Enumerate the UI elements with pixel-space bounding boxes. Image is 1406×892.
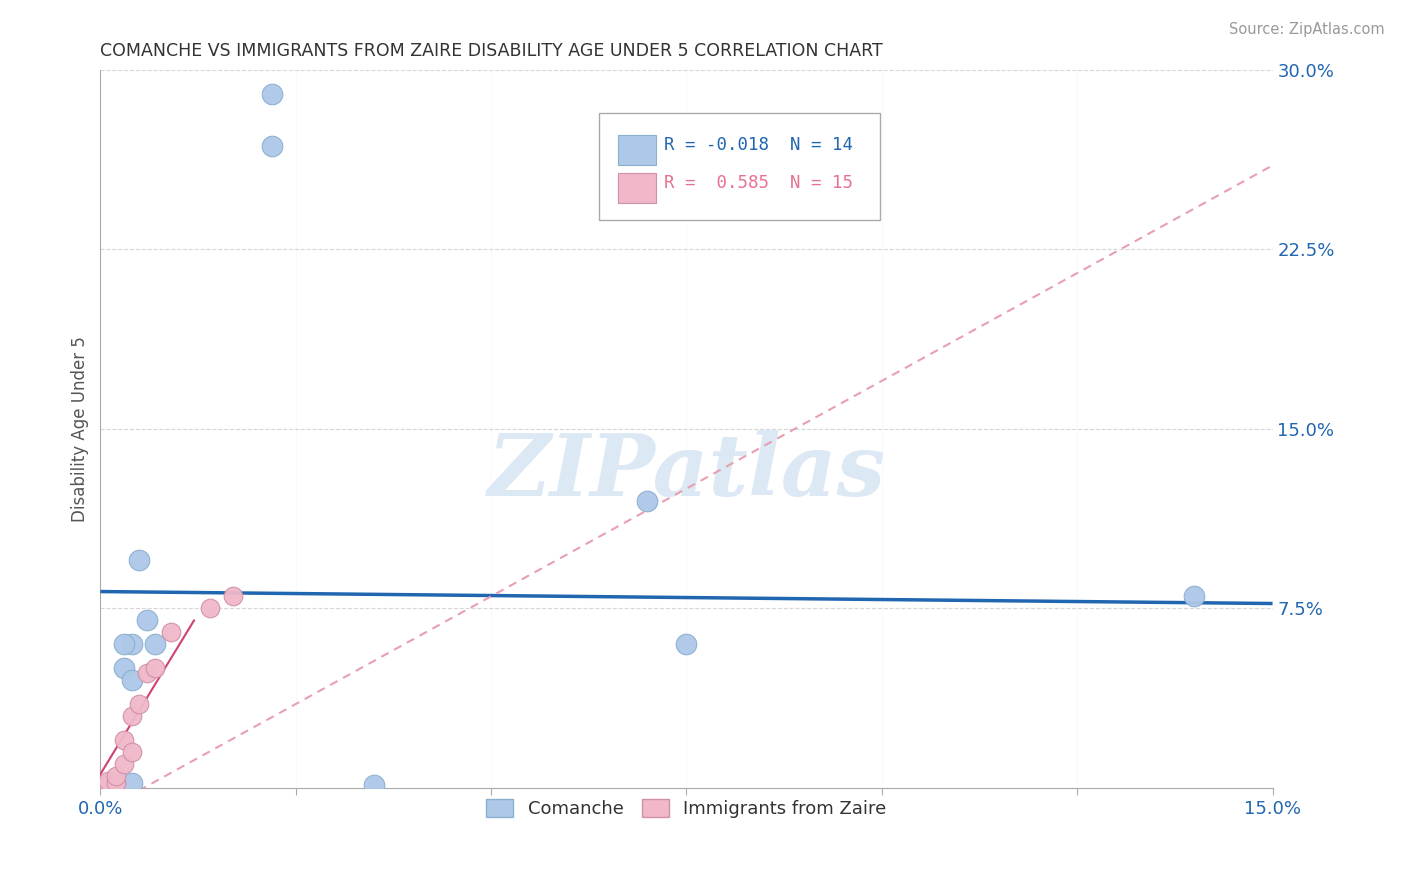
Point — [198, 601, 221, 615]
Text: Source: ZipAtlas.com: Source: ZipAtlas.com — [1229, 22, 1385, 37]
Point — [675, 637, 697, 651]
Point — [121, 776, 143, 790]
Point — [143, 661, 166, 675]
Text: COMANCHE VS IMMIGRANTS FROM ZAIRE DISABILITY AGE UNDER 5 CORRELATION CHART: COMANCHE VS IMMIGRANTS FROM ZAIRE DISABI… — [100, 42, 883, 60]
Point — [112, 733, 135, 747]
Point — [159, 625, 181, 640]
Point — [121, 745, 143, 759]
Point — [636, 493, 658, 508]
Point — [143, 637, 166, 651]
Point — [262, 87, 284, 101]
Point — [128, 553, 150, 567]
Point — [97, 773, 120, 788]
Point — [262, 139, 284, 153]
Point — [121, 709, 143, 723]
FancyBboxPatch shape — [599, 112, 880, 220]
Point — [121, 673, 143, 687]
Point — [112, 756, 135, 771]
Point — [104, 776, 127, 790]
Point — [112, 637, 135, 651]
Point — [121, 637, 143, 651]
Point — [363, 779, 385, 793]
Point — [1182, 590, 1205, 604]
Legend: Comanche, Immigrants from Zaire: Comanche, Immigrants from Zaire — [479, 792, 894, 825]
Text: ZIPatlas: ZIPatlas — [488, 430, 886, 514]
Point — [128, 697, 150, 711]
Text: R =  0.585  N = 15: R = 0.585 N = 15 — [664, 174, 853, 192]
Point — [222, 590, 245, 604]
Point — [136, 613, 159, 627]
FancyBboxPatch shape — [619, 173, 657, 203]
Point — [112, 661, 135, 675]
Y-axis label: Disability Age Under 5: Disability Age Under 5 — [72, 335, 89, 522]
Text: R = -0.018  N = 14: R = -0.018 N = 14 — [664, 136, 853, 153]
Point — [104, 769, 127, 783]
Point — [93, 779, 115, 793]
Point — [97, 779, 120, 793]
Point — [136, 665, 159, 680]
FancyBboxPatch shape — [619, 135, 657, 165]
